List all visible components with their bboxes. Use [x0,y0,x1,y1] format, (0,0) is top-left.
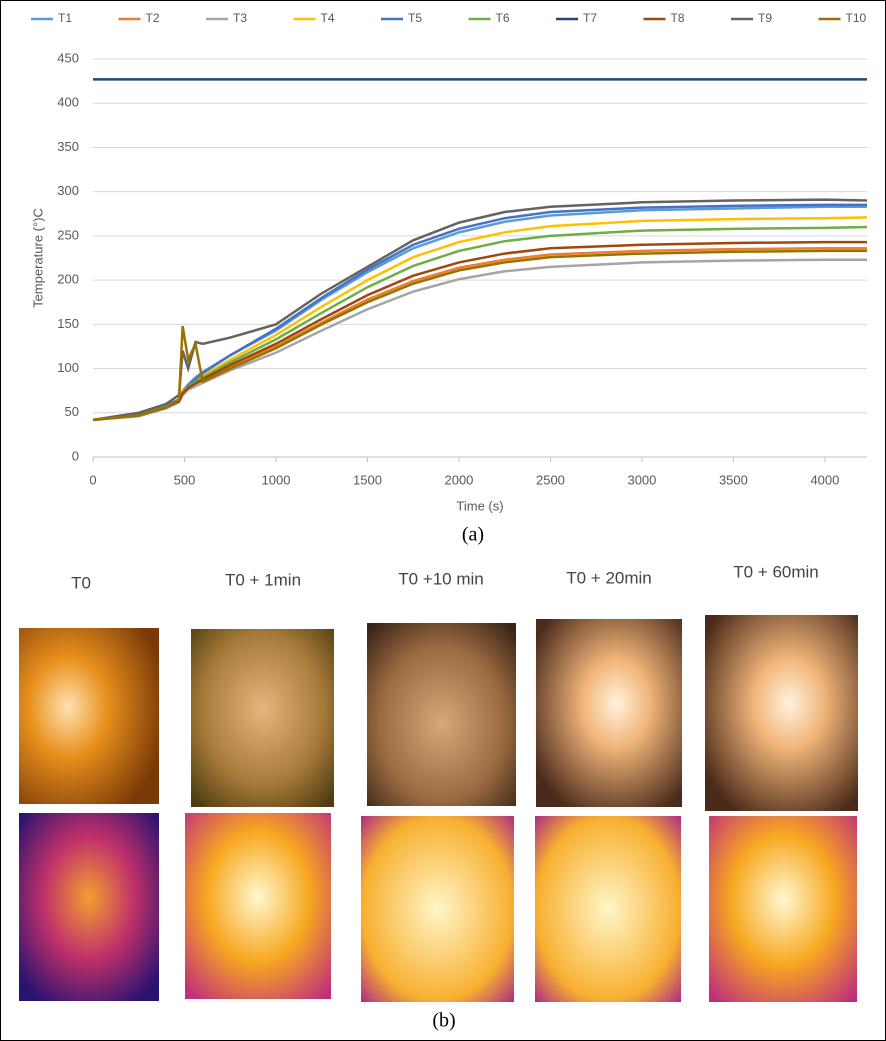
x-tick-label: 1000 [262,472,291,487]
y-tick-label: 350 [57,139,79,154]
series-line [92,258,867,422]
photo [536,619,682,807]
series-line [92,198,868,422]
y-tick-label: 0 [72,448,79,463]
column-label: T0 + 1min [225,570,301,589]
legend-label: T8 [671,11,685,25]
thermal-image [535,816,681,1002]
panel-label: (b) [432,1010,455,1032]
x-tick-label: 1500 [353,472,382,487]
thermal-image [361,816,514,1002]
legend-label: T4 [321,11,335,25]
legend-label: T10 [846,11,867,25]
x-tick-label: 4000 [810,472,839,487]
x-axis-label: Time (s) [456,498,503,513]
legend-label: T3 [233,11,247,25]
series-line [92,225,868,422]
column-label: T0 + 60min [733,562,819,581]
legend-label: T7 [583,11,597,25]
y-tick-label: 200 [57,272,79,287]
series-line [92,249,867,422]
photo [191,629,334,807]
y-tick-label: 400 [57,95,79,110]
column-label: T0 + 20min [566,568,652,587]
legend-label: T6 [496,11,510,25]
photo [367,623,516,806]
y-tick-label: 150 [57,316,79,331]
y-tick-label: 50 [65,404,79,419]
series-line [92,247,867,422]
legend-label: T1 [58,11,72,25]
legend-label: T5 [408,11,422,25]
y-tick-label: 250 [57,227,79,242]
x-tick-label: 2500 [536,472,565,487]
y-axis-label: Temperature (°)C [30,208,45,308]
column-label: T0 [71,573,91,592]
y-tick-label: 450 [57,50,79,65]
thermal-image [19,813,159,1001]
panel-label: (a) [462,524,484,546]
y-tick-label: 300 [57,183,79,198]
thermal-image [185,813,331,999]
x-tick-label: 0 [89,472,96,487]
x-tick-label: 3000 [627,472,656,487]
thermal-image [709,816,857,1002]
x-tick-label: 3500 [719,472,748,487]
y-tick-label: 100 [57,360,79,375]
legend-label: T9 [758,11,772,25]
legend-label: T2 [146,11,160,25]
series-line [92,240,867,422]
column-label: T0 +10 min [398,569,484,588]
x-tick-label: 500 [174,472,196,487]
x-tick-label: 2000 [444,472,473,487]
photo [19,628,159,804]
photo [705,615,858,811]
